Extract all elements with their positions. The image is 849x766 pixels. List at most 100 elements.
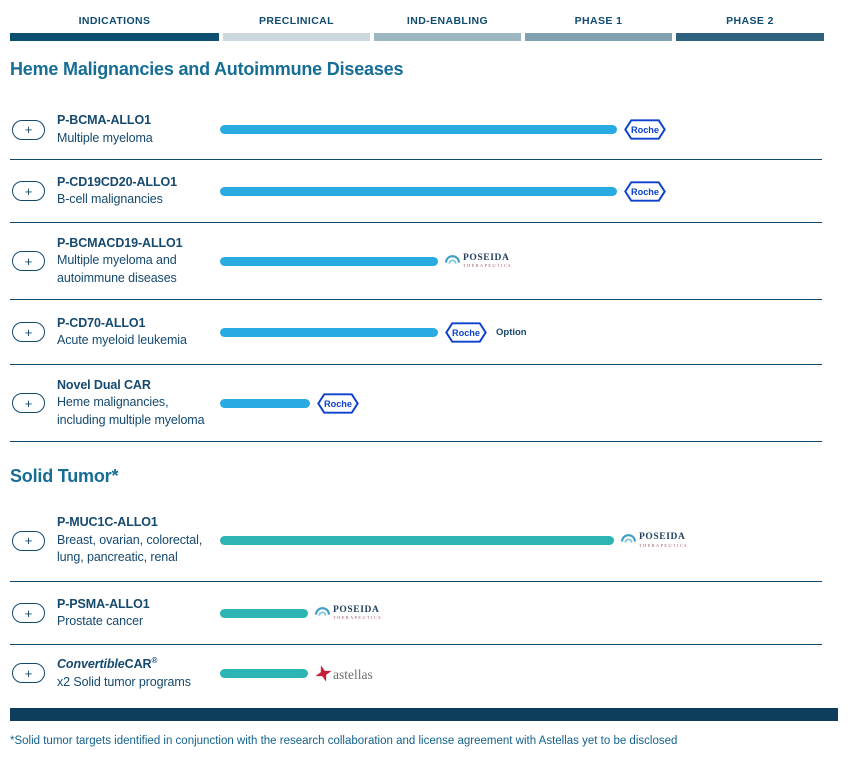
program-name: P-CD70-ALLO1: [57, 315, 146, 330]
roche-logo: Roche: [317, 392, 359, 414]
pipeline-row-p-muc1c-allo1: + P-MUC1C-ALLO1 Breast, ovarian, colorec…: [10, 500, 822, 582]
phase-label: IND-ENABLING: [406, 15, 489, 27]
roche-logo: Roche: [624, 119, 666, 140]
heme-rows: + P-BCMA-ALLO1 Multiple myeloma Roche +: [0, 100, 849, 442]
phase-label: PHASE 1: [574, 15, 623, 27]
poseida-wave-icon: [621, 534, 636, 543]
phase-bar: [374, 33, 521, 41]
pipeline-row-p-cd19cd20-allo1: + P-CD19CD20-ALLO1 B-cell malignancies R…: [10, 160, 822, 223]
poseida-logo: POSEIDA THERAPEUTICS: [621, 532, 688, 548]
phase-tab-ind-enabling: IND-ENABLING: [374, 14, 521, 41]
plus-icon: +: [24, 395, 33, 411]
expand-button[interactable]: +: [12, 322, 45, 342]
svg-text:Roche: Roche: [452, 327, 480, 337]
expand-button[interactable]: +: [12, 393, 45, 413]
phase-bar: [223, 33, 370, 41]
roche-hexagon-icon: Roche: [445, 321, 487, 343]
pipeline-row-p-psma-allo1: + P-PSMA-ALLO1 Prostate cancer POSEIDA T…: [10, 582, 822, 645]
poseida-logo: POSEIDA THERAPEUTICS: [445, 252, 512, 269]
roche-hexagon-icon: Roche: [624, 180, 666, 202]
program-indication: Acute myeloid leukemia: [57, 333, 187, 347]
svg-text:Roche: Roche: [324, 398, 352, 408]
program-name: P-MUC1C-ALLO1: [57, 515, 158, 530]
phase-label: PRECLINICAL: [259, 15, 334, 27]
progress-bar: [220, 256, 438, 266]
footer-rule-bar: [10, 708, 838, 721]
registered-mark: ®: [151, 655, 158, 665]
poseida-subtitle: THERAPEUTICS: [639, 542, 688, 548]
astellas-logo: astellas: [315, 663, 373, 683]
plus-icon: +: [24, 183, 33, 199]
pipeline-row-p-cd70-allo1: + P-CD70-ALLO1 Acute myeloid leukemia Ro…: [10, 300, 822, 365]
phase-tab-phase-1: PHASE 1: [525, 14, 672, 41]
expand-button[interactable]: +: [12, 251, 45, 271]
progress-bar: [220, 668, 308, 678]
progress-bar: [220, 125, 617, 134]
phase-bar: [676, 33, 824, 41]
progress-bar: [220, 186, 617, 196]
section-title-heme: Heme Malignancies and Autoimmune Disease…: [10, 59, 404, 79]
astellas-star-icon: [315, 664, 332, 682]
footnote: *Solid tumor targets identified in conju…: [10, 735, 678, 747]
program-indication: Breast, ovarian, colorectal, lung, pancr…: [57, 532, 203, 565]
plus-icon: +: [24, 665, 33, 681]
program-name: ConvertibleCAR®: [57, 655, 158, 672]
phase-bar: [10, 33, 219, 41]
poseida-subtitle: THERAPEUTICS: [333, 615, 382, 620]
phase-header: INDICATIONS PRECLINICAL IND-ENABLING PHA…: [10, 14, 839, 41]
program-name: P-BCMACD19-ALLO1: [57, 235, 183, 250]
expand-button[interactable]: +: [12, 181, 45, 201]
poseida-name: POSEIDA: [639, 532, 686, 542]
expand-button[interactable]: +: [12, 603, 45, 623]
program-name: P-PSMA-ALLO1: [57, 596, 150, 611]
partner-option-note: Option: [496, 326, 527, 338]
expand-button[interactable]: +: [12, 530, 45, 551]
astellas-name: astellas: [333, 667, 373, 682]
pipeline-row-novel-dual-car: + Novel Dual CAR Heme malignancies, incl…: [10, 365, 822, 442]
program-indication: Multiple myeloma and autoimmune diseases: [57, 253, 177, 285]
roche-hexagon-icon: Roche: [624, 119, 666, 140]
phase-tab-preclinical: PRECLINICAL: [223, 14, 370, 41]
poseida-wave-icon: [445, 254, 460, 264]
pipeline-row-p-bcma-allo1: + P-BCMA-ALLO1 Multiple myeloma Roche: [10, 100, 822, 160]
program-indication: Heme malignancies, including multiple my…: [57, 395, 205, 427]
phase-tab-phase-2: PHASE 2: [676, 14, 824, 41]
plus-icon: +: [24, 605, 33, 621]
expand-button[interactable]: +: [12, 119, 45, 140]
program-name: P-BCMA-ALLO1: [57, 113, 151, 127]
progress-bar: [220, 398, 310, 408]
poseida-wave-icon: [315, 606, 330, 616]
plus-icon: +: [24, 122, 33, 137]
phase-label: INDICATIONS: [78, 15, 151, 27]
plus-icon: +: [24, 533, 33, 548]
program-indication: B-cell malignancies: [57, 192, 163, 206]
plus-icon: +: [24, 324, 33, 340]
poseida-name: POSEIDA: [333, 604, 380, 615]
poseida-subtitle: THERAPEUTICS: [463, 263, 512, 268]
program-name: P-CD19CD20-ALLO1: [57, 174, 177, 189]
phase-label: PHASE 2: [726, 15, 774, 27]
section-title-solid-tumor: Solid Tumor*: [10, 466, 119, 486]
svg-text:Roche: Roche: [631, 125, 659, 135]
program-indication: Prostate cancer: [57, 614, 144, 628]
progress-bar: [220, 536, 614, 545]
roche-logo: Roche: [624, 180, 666, 202]
progress-bar: [220, 608, 308, 618]
plus-icon: +: [24, 253, 33, 269]
program-indication: x2 Solid tumor programs: [57, 674, 191, 689]
phase-tab-indications: INDICATIONS: [10, 14, 219, 41]
poseida-logo: POSEIDA THERAPEUTICS: [315, 604, 382, 621]
roche-hexagon-icon: Roche: [317, 392, 359, 414]
pipeline-row-convertiblecar: + ConvertibleCAR® x2 Solid tumor program…: [10, 645, 822, 701]
phase-bar: [525, 33, 672, 41]
program-name: Novel Dual CAR: [57, 377, 151, 392]
pipeline-page: INDICATIONS PRECLINICAL IND-ENABLING PHA…: [0, 14, 849, 766]
svg-text:Roche: Roche: [631, 186, 659, 196]
poseida-name: POSEIDA: [463, 252, 510, 263]
roche-logo: Roche: [445, 321, 487, 343]
solid-tumor-rows: + P-MUC1C-ALLO1 Breast, ovarian, colorec…: [0, 500, 849, 701]
program-indication: Multiple myeloma: [57, 130, 153, 145]
expand-button[interactable]: +: [12, 663, 45, 683]
progress-bar: [220, 327, 438, 337]
pipeline-row-p-bcmacd19-allo1: + P-BCMACD19-ALLO1 Multiple myeloma and …: [10, 223, 822, 300]
